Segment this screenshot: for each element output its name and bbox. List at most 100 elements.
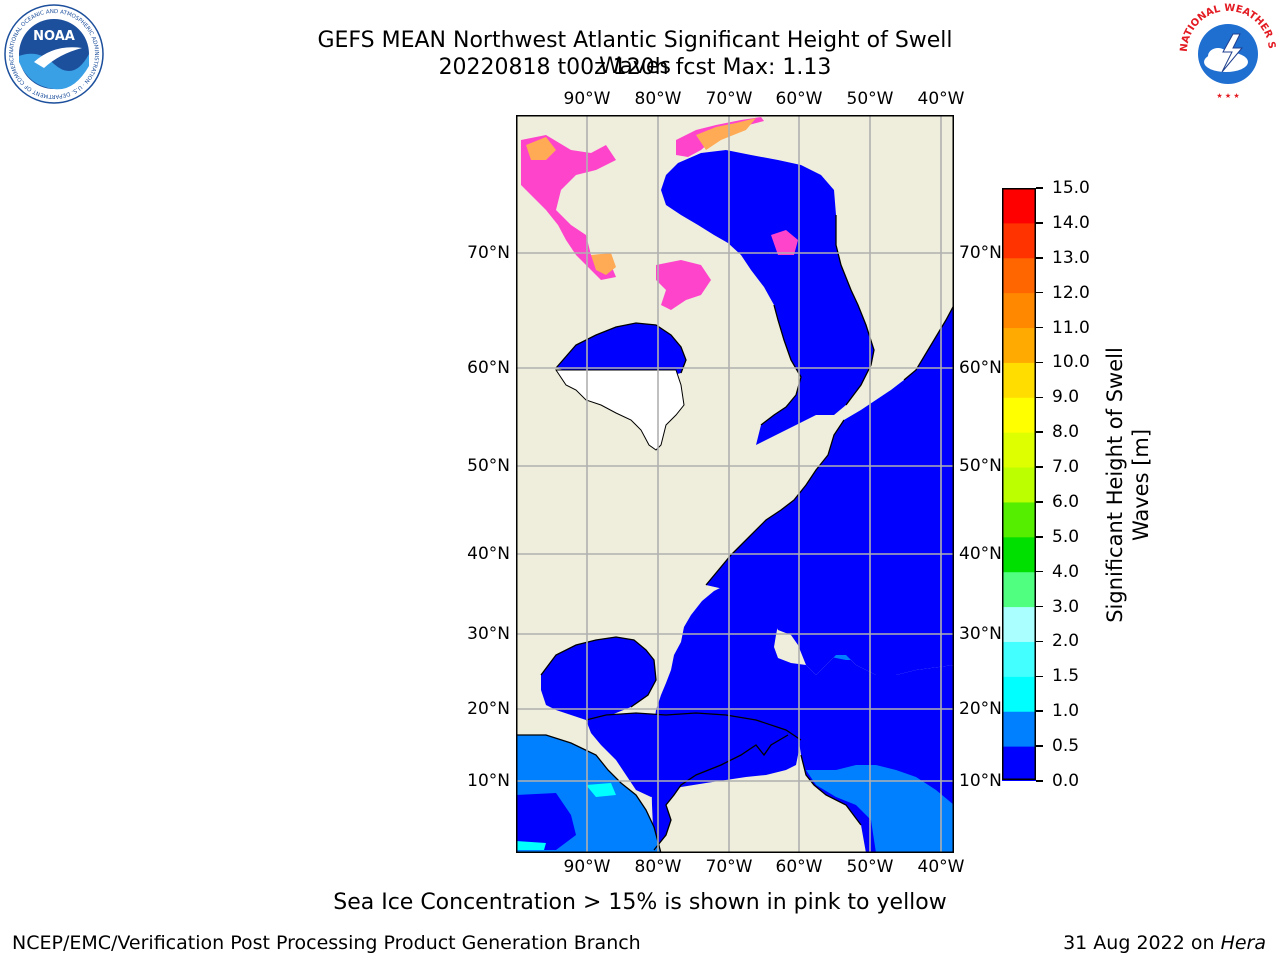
colorbar-tick-label: 4.0	[1052, 561, 1080, 582]
footer-host: Hera	[1220, 932, 1266, 954]
lon-top-tick-label: 90°W	[563, 89, 611, 109]
lat-left-tick-label: 50°N	[467, 456, 510, 476]
colorbar-block	[1002, 641, 1036, 677]
colorbar-tick-label: 11.0	[1052, 317, 1090, 338]
colorbar-tick-label: 3.0	[1052, 596, 1080, 617]
colorbar-block	[1002, 536, 1036, 573]
colorbar-tick-label: 7.0	[1052, 457, 1080, 478]
colorbar-tick-label: 0.5	[1052, 736, 1080, 757]
colorbar-block	[1002, 188, 1036, 224]
colorbar-tick-label: 9.0	[1052, 387, 1080, 408]
colorbar-block	[1002, 676, 1036, 712]
lat-right-tick-label: 50°N	[959, 456, 1002, 476]
lat-left-tick-label: 20°N	[467, 699, 510, 719]
sea-ice	[676, 117, 764, 157]
lat-left-tick-label: 70°N	[467, 243, 510, 263]
noaa-logo-text: NOAA	[33, 29, 75, 44]
map-frame	[516, 115, 954, 853]
ocean-high-swell	[586, 783, 616, 797]
lon-bottom-tick-label: 60°W	[775, 857, 823, 877]
lon-top-tick-label: 50°W	[846, 89, 894, 109]
colorbar-block	[1002, 397, 1036, 433]
colorbar-block	[1002, 571, 1036, 608]
colorbar-block	[1002, 606, 1036, 642]
lat-right-tick-label: 70°N	[959, 243, 1002, 263]
colorbar-tick-mark	[1036, 222, 1043, 224]
map-subtitle: 20220818 t00z 120h fcst Max: 1.13	[438, 55, 832, 80]
noaa-logo-icon: NATIONAL OCEANIC AND ATMOSPHERIC ADMINIS…	[4, 4, 104, 104]
lat-left-tick-label: 30°N	[467, 624, 510, 644]
colorbar-tick-mark	[1036, 605, 1043, 608]
caribbean-sea	[586, 713, 801, 797]
colorbar-tick-label: 6.0	[1052, 491, 1080, 512]
colorbar-tick-mark	[1036, 257, 1043, 259]
colorbar-block	[1002, 711, 1036, 747]
ocean-low-swell	[661, 150, 874, 445]
hudson-bay	[556, 323, 686, 377]
colorbar-block	[1002, 467, 1036, 503]
colorbar-label-line1: Significant Height of Swell	[1103, 347, 1127, 623]
lat-right-tick-label: 20°N	[959, 699, 1002, 719]
lon-bottom-tick-label: 80°W	[634, 857, 682, 877]
colorbar-tick-mark	[1036, 780, 1043, 782]
coastlines	[516, 215, 954, 853]
colorbar-label: Significant Height of Swell Waves [m]	[1102, 347, 1154, 623]
gulf-of-mexico	[541, 637, 656, 720]
nws-logo-icon: NATIONAL WEATHER SERVICE ★ ★ ★	[1178, 2, 1277, 101]
lon-top-tick-label: 40°W	[917, 89, 965, 109]
colorbar-tick-mark	[1036, 187, 1043, 189]
ice-note: Sea Ice Concentration > 15% is shown in …	[333, 890, 947, 915]
colorbar-tick-label: 2.0	[1052, 631, 1080, 652]
colorbar-tick-label: 1.0	[1052, 701, 1080, 722]
lon-bottom-tick-label: 50°W	[846, 857, 894, 877]
colorbar-tick-mark	[1036, 466, 1043, 468]
lat-right-tick-label: 10°N	[959, 771, 1002, 791]
colorbar-tick-mark	[1036, 361, 1043, 364]
ocean-low-swell	[516, 793, 576, 850]
colorbar-tick-mark	[1036, 710, 1043, 712]
colorbar-label-line2: Waves [m]	[1129, 428, 1153, 542]
colorbar-tick-label: 8.0	[1052, 422, 1080, 443]
colorbar-tick-mark	[1036, 640, 1043, 643]
map-panel	[516, 115, 954, 853]
footer-right: 31 Aug 2022 on Hera	[1063, 932, 1266, 954]
lat-right-tick-label: 60°N	[959, 358, 1002, 378]
ocean-high-swell	[516, 841, 546, 850]
colorbar-tick-label: 15.0	[1052, 178, 1090, 198]
sea-ice-edge	[591, 253, 616, 275]
footer-left: NCEP/EMC/Verification Post Processing Pr…	[12, 932, 641, 954]
colorbar-block	[1002, 362, 1036, 398]
colorbar-tick-label: 1.5	[1052, 666, 1080, 687]
colorbar-tick-label: 12.0	[1052, 282, 1090, 303]
colorbar-tick-mark	[1036, 431, 1043, 433]
lon-top-tick-label: 80°W	[634, 89, 682, 109]
colorbar-tick-label: 0.0	[1052, 771, 1080, 791]
graticule	[516, 115, 954, 853]
lat-right-tick-label: 30°N	[959, 624, 1002, 644]
colorbar-block	[1002, 501, 1036, 538]
colorbar-tick-label: 14.0	[1052, 212, 1090, 233]
sea-ice	[771, 230, 798, 255]
sea-ice-edge	[696, 118, 756, 150]
ocean-mid-swell	[806, 765, 954, 853]
sea-ice	[521, 135, 616, 280]
lat-left-tick-label: 40°N	[467, 544, 510, 564]
colorbar-tick-label: 13.0	[1052, 247, 1090, 268]
sea-ice-edge	[526, 137, 556, 160]
svg-text:★ ★ ★: ★ ★ ★	[1216, 92, 1239, 100]
colorbar-tick-mark	[1036, 326, 1043, 329]
colorbar-block	[1002, 432, 1036, 468]
lon-top-tick-label: 70°W	[705, 89, 753, 109]
colorbar-block	[1002, 327, 1036, 363]
colorbar-block	[1002, 746, 1036, 781]
colorbar-tick-mark	[1036, 396, 1043, 399]
colorbar-block	[1002, 257, 1036, 294]
colorbar-block	[1002, 222, 1036, 259]
footer-date: 31 Aug 2022 on	[1063, 932, 1221, 954]
colorbar-tick-mark	[1036, 536, 1043, 538]
lon-bottom-tick-label: 40°W	[917, 857, 965, 877]
colorbar-tick-mark	[1036, 675, 1043, 678]
sea-ice	[656, 260, 711, 310]
colorbar-block	[1002, 292, 1036, 329]
colorbar-tick-mark	[1036, 570, 1043, 573]
